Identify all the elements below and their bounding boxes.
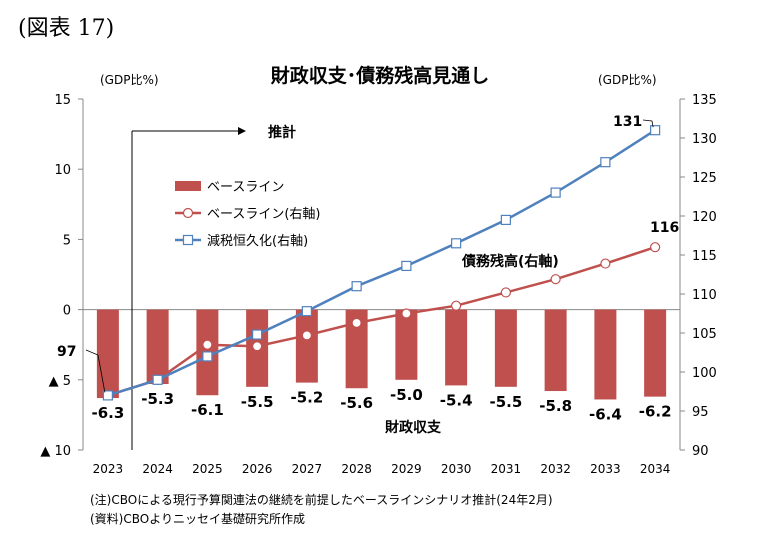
data-point — [650, 242, 661, 253]
left-tick-label: 15 — [54, 93, 71, 108]
bar — [295, 309, 318, 383]
bar-value-label: -6.3 — [91, 404, 124, 422]
right-tick-label: 115 — [692, 249, 717, 264]
chart-title: 財政収支･債務残高見通し — [271, 64, 490, 87]
x-tick-label: 2033 — [590, 462, 621, 476]
right-tick-label: 90 — [692, 444, 709, 459]
right-tick-label: 130 — [692, 132, 717, 147]
footnote: (注)CBOによる現行予算関連法の継続を前提したベースラインシナリオ推計(24年… — [90, 493, 553, 507]
bar-value-label: -5.8 — [539, 397, 572, 415]
bar — [96, 309, 119, 399]
data-point — [451, 300, 462, 311]
data-point — [550, 274, 561, 285]
debt-label: 債務残高(右軸) — [461, 253, 559, 270]
data-point — [650, 125, 661, 136]
start-value-leader — [85, 349, 106, 393]
data-point — [401, 308, 412, 319]
bar — [494, 309, 517, 387]
legend-swatch-marker — [182, 234, 194, 246]
bar — [445, 309, 468, 386]
left-axis-unit: (GDP比%) — [100, 73, 159, 87]
data-point — [351, 317, 362, 328]
bar — [395, 309, 418, 380]
series-line-1 — [107, 246, 656, 397]
right-tick-label: 120 — [692, 210, 717, 225]
left-tick-label: 0 — [63, 304, 71, 319]
right-tick-label: 125 — [692, 171, 717, 186]
data-point — [152, 374, 163, 385]
right-tick-label: 110 — [692, 288, 717, 303]
legend-label: 減税恒久化(右軸) — [207, 233, 308, 249]
x-tick-label: 2034 — [640, 462, 671, 476]
x-tick-label: 2032 — [540, 462, 571, 476]
data-point — [252, 341, 263, 352]
x-tick-label: 2028 — [341, 462, 372, 476]
right-axis-unit: (GDP比%) — [598, 73, 657, 87]
bar — [345, 309, 368, 389]
data-point — [351, 281, 362, 292]
bar-value-label: -5.5 — [489, 393, 522, 411]
right-tick-label: 105 — [692, 327, 717, 342]
left-tick-label: ▲ 10 — [40, 444, 71, 459]
bar-value-label: -5.0 — [390, 386, 423, 404]
forecast-label: 推計 — [268, 124, 296, 141]
bar — [594, 309, 617, 400]
data-point — [252, 329, 263, 340]
data-point — [202, 351, 213, 362]
data-point — [500, 214, 511, 225]
bar — [544, 309, 567, 392]
bar-value-label: -5.4 — [440, 391, 473, 409]
x-tick-label: 2031 — [491, 462, 522, 476]
forecast-arrowhead — [238, 127, 246, 135]
x-tick-label: 2026 — [242, 462, 273, 476]
bar — [146, 309, 169, 385]
data-point — [550, 187, 561, 198]
x-tick-label: 2023 — [93, 462, 124, 476]
data-point — [301, 306, 312, 317]
bar-value-label: -6.4 — [589, 405, 622, 423]
right-tick-label: 100 — [692, 366, 717, 381]
end-value-taxcut-label: 131 — [613, 114, 642, 130]
data-point — [301, 330, 312, 341]
data-point — [600, 157, 611, 168]
balance-label: 財政収支 — [384, 419, 442, 436]
bar-value-label: -5.5 — [241, 393, 274, 411]
right-tick-label: 135 — [692, 93, 717, 108]
x-tick-label: 2027 — [292, 462, 323, 476]
series-line-2 — [107, 129, 656, 397]
x-tick-label: 2025 — [192, 462, 223, 476]
end-value-baseline-label: 116 — [650, 220, 679, 236]
data-point — [500, 287, 511, 298]
bar-value-label: -6.2 — [639, 403, 672, 421]
data-point — [451, 238, 462, 249]
x-tick-label: 2024 — [142, 462, 173, 476]
data-point — [202, 339, 213, 350]
legend-swatch-marker — [182, 207, 194, 219]
right-tick-label: 95 — [692, 405, 709, 420]
legend-label: ベースライン(右軸) — [207, 207, 321, 222]
data-point — [102, 390, 113, 401]
legend-label: ベースライン — [207, 180, 284, 195]
x-tick-label: 2030 — [441, 462, 472, 476]
left-tick-label: 10 — [54, 163, 71, 178]
bar — [644, 309, 667, 397]
data-point — [401, 260, 412, 272]
start-value-label: 97 — [57, 344, 76, 360]
bar-value-label: -6.1 — [191, 401, 224, 419]
source-note: (資料)CBOよりニッセイ基礎研究所作成 — [90, 512, 305, 526]
left-tick-label: 5 — [63, 233, 71, 248]
bar-value-label: -5.3 — [141, 390, 174, 408]
bar-value-label: -5.6 — [340, 394, 373, 412]
end-value-leader — [642, 119, 654, 128]
figure-label: (図表 17) — [18, 16, 115, 41]
left-tick-label: ▲ 5 — [49, 374, 71, 389]
legend-swatch-bar — [175, 181, 201, 191]
data-point — [600, 258, 611, 269]
bar-value-label: -5.2 — [290, 389, 323, 407]
x-tick-label: 2029 — [391, 462, 422, 476]
